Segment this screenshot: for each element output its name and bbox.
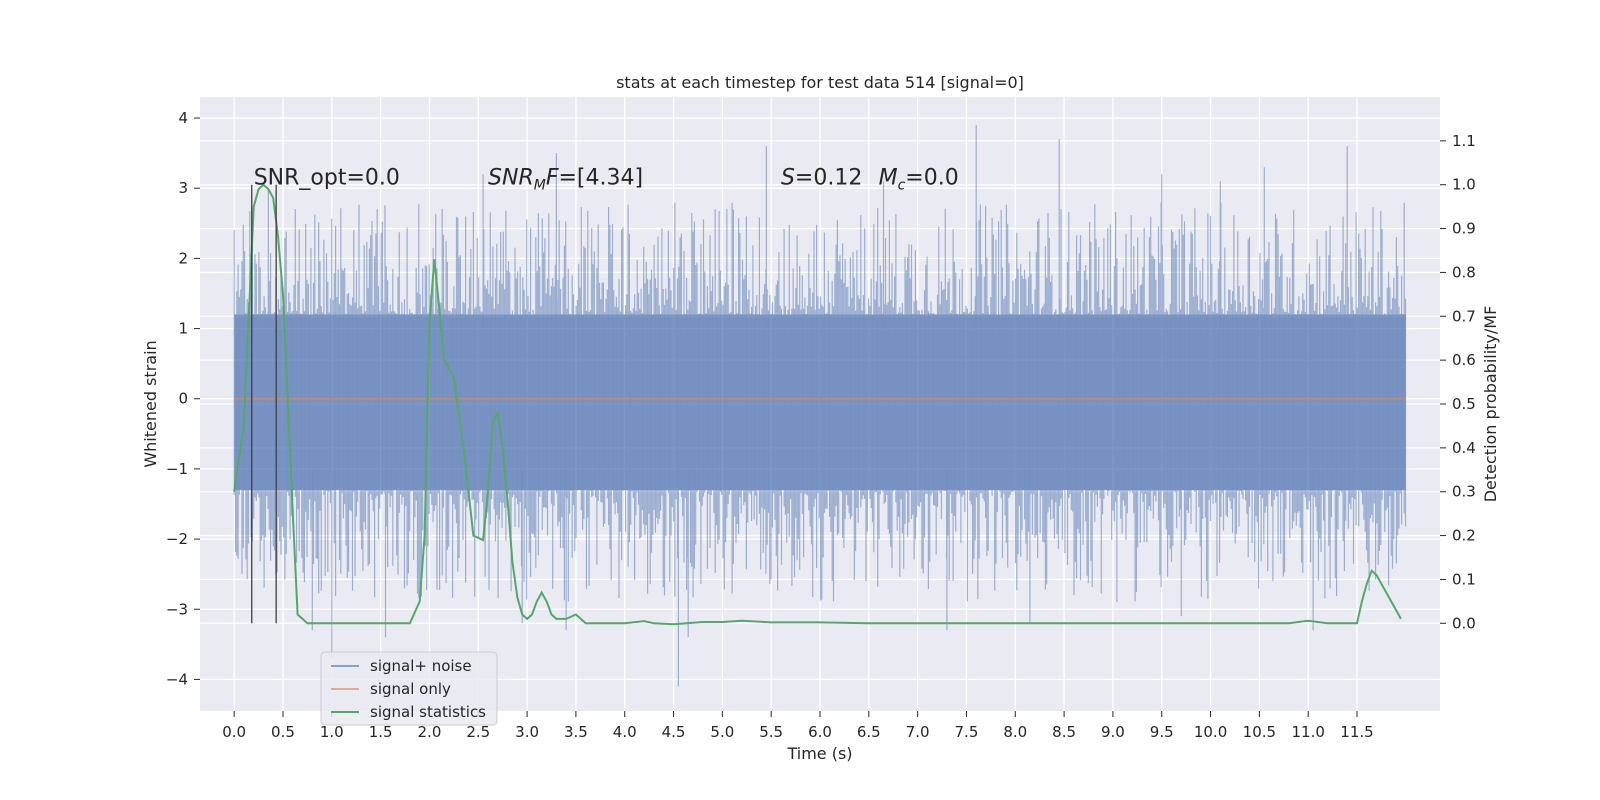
legend-box: [320, 651, 498, 726]
legend-label: signal statistics: [370, 703, 486, 721]
y-tick-label: 0: [178, 390, 188, 408]
y2-tick-label: 1.1: [1452, 132, 1476, 150]
x-tick-label: 1.5: [369, 723, 393, 741]
marker-vertical-lines: [251, 184, 277, 624]
y2-tick-label: 0.4: [1452, 439, 1476, 457]
x-tick-label: 9.0: [1101, 723, 1125, 741]
x-tick-label: 4.5: [662, 723, 686, 741]
y-axis-right: 0.0 0.1 0.2 0.3 0.4 0.5 0.6 0.7 0.8 0.9 1.0 1.1: [1440, 132, 1476, 632]
x-tick-label: 7.5: [955, 723, 979, 741]
legend-label: signal only: [370, 680, 451, 698]
x-tick-label: 6.5: [857, 723, 881, 741]
x-tick-label: 0.5: [271, 723, 295, 741]
y2-tick-label: 1.0: [1452, 176, 1476, 194]
x-tick-label: 5.5: [759, 723, 783, 741]
x-tick-label: 6.0: [808, 723, 832, 741]
annotation-text: SNR_opt=0.0: [254, 166, 400, 191]
y2-axis-label: Detection probability/MF: [1481, 306, 1500, 503]
x-axis-label: Time (s): [786, 744, 852, 763]
y-axis-label: Whitened strain: [141, 340, 160, 467]
x-tick-label: 9.5: [1150, 723, 1174, 741]
x-tick-label: 8.5: [1052, 723, 1076, 741]
y-tick-label: −1: [166, 460, 188, 478]
chart-title: stats at each timestep for test data 514…: [616, 73, 1024, 92]
x-tick-label: 11.5: [1340, 723, 1373, 741]
y2-tick-label: 0.2: [1452, 527, 1476, 545]
y2-tick-label: 0.0: [1452, 614, 1476, 632]
x-tick-label: 1.0: [320, 723, 344, 741]
y2-tick-label: 0.9: [1452, 220, 1476, 238]
y-tick-label: −4: [166, 670, 188, 688]
x-tick-label: 0.0: [222, 723, 246, 741]
y-tick-label: −2: [166, 530, 188, 548]
series-line-signal-statistics: [233, 183, 1402, 626]
x-tick-label: 3.5: [564, 723, 588, 741]
chart-annotations: SNR_opt=0.0 SNRMF=[4.34] S=0.12 Mc=0.0: [254, 166, 959, 194]
x-tick-label: 2.5: [466, 723, 490, 741]
y-tick-label: −3: [166, 600, 188, 618]
x-tick-label: 7.0: [906, 723, 930, 741]
x-tick-label: 10.5: [1243, 723, 1276, 741]
legend-label: signal+ noise: [370, 657, 472, 675]
annotation-text: S=0.12: [781, 166, 862, 191]
y2-tick-label: 0.8: [1452, 263, 1476, 281]
noise-trace: [233, 125, 1407, 687]
annotation-text: Mc=0.0: [879, 166, 959, 194]
y2-tick-label: 0.1: [1452, 570, 1476, 588]
x-tick-label: 3.0: [515, 723, 539, 741]
line-series: [233, 183, 1406, 626]
legend: signal+ noise signal only signal statistic…: [320, 651, 498, 726]
y2-tick-label: 0.7: [1452, 307, 1476, 325]
x-tick-label: 10.0: [1194, 723, 1227, 741]
x-tick-label: 2.0: [418, 723, 442, 741]
x-axis: 0.0 0.5 1.0 1.5 2.0 2.5 3.0 3.5 4.0 4.5 5.0 5.5 6.0 6…: [222, 711, 1374, 741]
y2-tick-label: 0.6: [1452, 351, 1476, 369]
y-tick-label: 3: [178, 179, 188, 197]
y-tick-label: 4: [178, 109, 188, 127]
x-tick-label: 11.0: [1291, 723, 1324, 741]
x-tick-label: 8.0: [1003, 723, 1027, 741]
y-axis-left: −4 −3 −2 −1 0 1 2 3 4: [166, 109, 200, 688]
annotation-text: SNRMF=[4.34]: [488, 166, 643, 194]
y2-tick-label: 0.5: [1452, 395, 1476, 413]
y2-tick-label: 0.3: [1452, 483, 1476, 501]
y-tick-label: 2: [178, 249, 188, 267]
y-tick-label: 1: [178, 320, 188, 338]
x-tick-label: 5.0: [710, 723, 734, 741]
x-tick-label: 4.0: [613, 723, 637, 741]
